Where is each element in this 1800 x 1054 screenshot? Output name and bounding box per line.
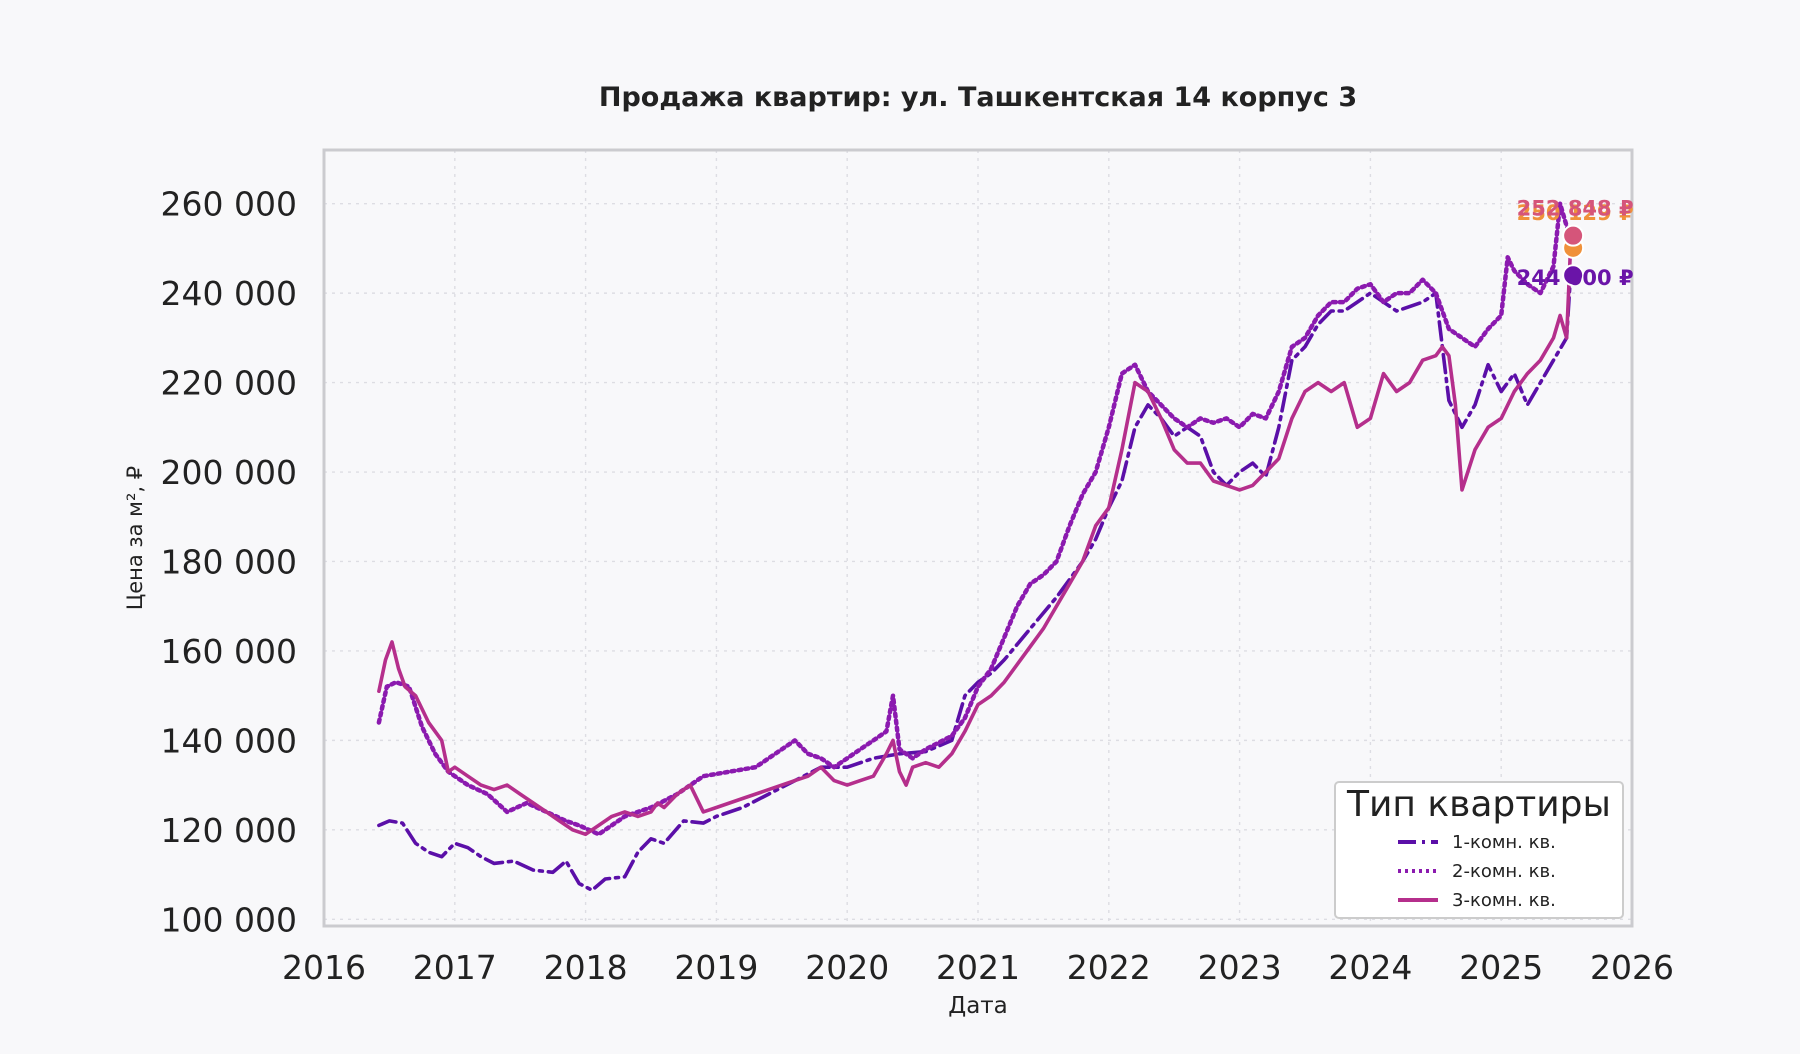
y-tick-label: 260 000	[161, 185, 297, 224]
legend-label-3: 3-комн. кв.	[1452, 890, 1556, 911]
chart-title: Продажа квартир: ул. Ташкентская 14 корп…	[599, 82, 1357, 113]
end-markers-layer: 250 129 ₽252 848 ₽ 244 000 ₽	[1517, 197, 1634, 291]
x-tick-label: 2020	[805, 948, 889, 987]
legend: Тип квартиры 1-комн. кв. 2-комн. кв. 3-ком…	[1334, 781, 1624, 919]
y-tick-label: 180 000	[161, 542, 297, 581]
x-tick-label: 2016	[282, 948, 366, 987]
x-tick-label: 2022	[1067, 948, 1151, 987]
y-tick-label: 160 000	[161, 632, 297, 671]
x-tick-label: 2017	[413, 948, 497, 987]
legend-label-2: 2-комн. кв.	[1452, 861, 1556, 882]
x-tick-label: 2026	[1590, 948, 1674, 987]
series-line-2	[376, 201, 1573, 837]
end-marker-2	[1562, 224, 1585, 247]
plot-area-frame	[322, 148, 1634, 928]
y-tick-label: 220 000	[161, 364, 297, 403]
y-axis-ticks: 100 000 120 000 140 000 160 000 180 000 200 0…	[161, 185, 297, 940]
y-axis-label: Цена за м², ₽	[123, 466, 147, 610]
end-marker-3	[1562, 264, 1585, 287]
x-tick-label: 2019	[674, 948, 758, 987]
series-line-1	[377, 273, 1573, 893]
x-axis-label: Дата	[948, 993, 1008, 1019]
legend-box	[1334, 781, 1624, 919]
x-tick-label: 2023	[1198, 948, 1282, 987]
x-tick-label: 2025	[1459, 948, 1543, 987]
end-marker-label-2: 252 848 ₽	[1517, 197, 1634, 221]
series-layer	[376, 201, 1573, 893]
legend-label-1: 1-комн. кв.	[1452, 832, 1556, 853]
series-line-3	[377, 246, 1573, 837]
y-tick-label: 100 000	[161, 900, 297, 939]
end-marker-label-3: 244 000 ₽	[1517, 266, 1634, 290]
legend-title: Тип квартиры	[1346, 784, 1611, 825]
y-tick-label: 120 000	[161, 811, 297, 850]
x-tick-label: 2018	[544, 948, 628, 987]
legend-items: 1-комн. кв. 2-комн. кв. 3-комн. кв.	[1398, 832, 1556, 911]
y-tick-label: 140 000	[161, 721, 297, 760]
y-tick-label: 200 000	[161, 453, 297, 492]
x-tick-label: 2024	[1328, 948, 1412, 987]
end-marker-label-1: 250 129 ₽	[1517, 201, 1634, 225]
x-axis-ticks: 2016 2017 2018 2019 2020 2021 2022 2023 2024 2025…	[282, 948, 1674, 987]
x-tick-label: 2021	[936, 948, 1020, 987]
y-tick-label: 240 000	[161, 274, 297, 313]
grid-lines	[323, 150, 1633, 926]
